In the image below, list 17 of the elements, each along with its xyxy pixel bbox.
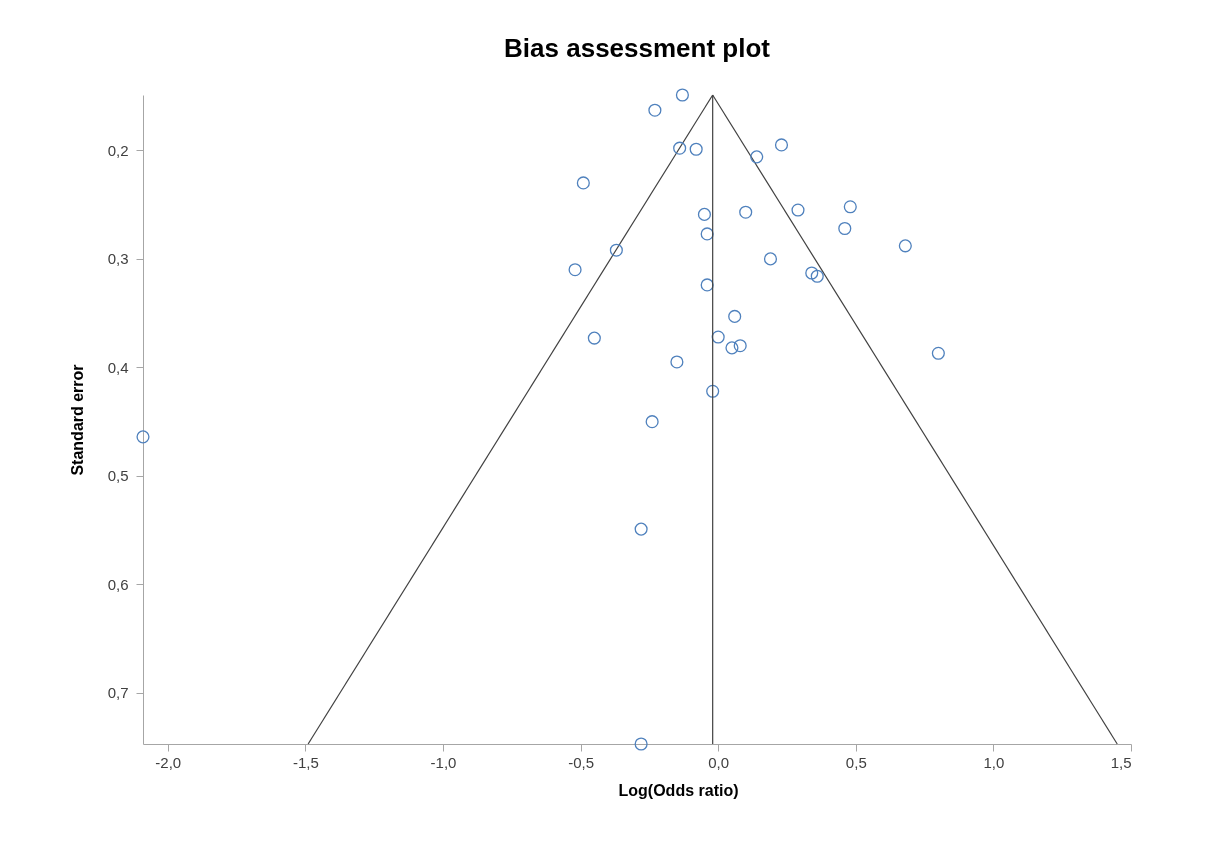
x-tick-label: -1,5 [292,753,319,771]
y-tick-label: 0,7 [107,684,129,702]
x-tick-label: 0,0 [708,753,730,771]
x-tick-label: -1,0 [430,753,457,771]
x-axis-title: Log(Odds ratio) [618,781,739,799]
y-tick-label: 0,4 [107,358,129,376]
x-tick-label: -2,0 [155,753,182,771]
y-tick-label: 0,6 [107,575,129,593]
x-tick-label: 1,5 [1110,753,1132,771]
x-tick-label: -0,5 [568,753,595,771]
x-tick-label: 0,5 [845,753,867,771]
y-tick-label: 0,3 [107,250,129,268]
y-tick-label: 0,5 [107,467,129,485]
y-axis-title: Standard error [68,364,86,476]
x-tick-label: 1,0 [983,753,1005,771]
y-tick-label: 0,2 [107,141,129,159]
chart-title: Bias assessment plot [504,33,771,64]
